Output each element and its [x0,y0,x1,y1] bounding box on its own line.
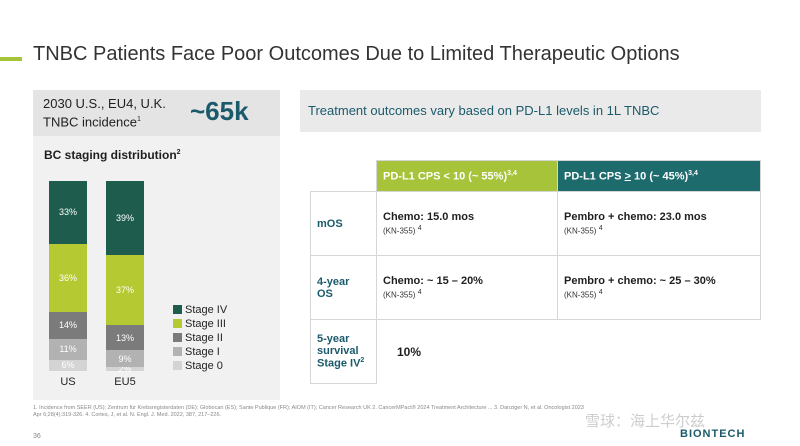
legend-label: Stage I [185,346,220,358]
category-label: EU5 [114,376,136,388]
legend-swatch [173,347,182,356]
cell-5yr-value: 10% [376,319,761,384]
row-label-4yr-os: 4-year OS [310,255,377,320]
legend-item: Stage 0 [173,360,223,372]
legend-label: Stage 0 [185,360,223,372]
bar-us-stage-iv [49,181,87,244]
header-cps-low: PD-L1 CPS < 10 (~ 55%)3,4 [375,160,559,192]
table-row: 4-year OS Chemo: ~ 15 – 20% (KN-355) 4 Pem… [310,255,761,320]
table-row: 5-year survival Stage IV2 10% [310,319,761,384]
row-label-mos: mOS [310,191,377,256]
bar-label: 14% [58,320,77,331]
cell-4yr-pembro: Pembro + chemo: ~ 25 – 30% (KN-355) 4 [557,255,761,320]
legend-item: Stage IV [173,304,227,316]
legend-label: Stage II [185,332,223,344]
incidence-label: 2030 U.S., EU4, U.K. TNBC incidence1 [43,96,166,130]
outcomes-table: PD-L1 CPS < 10 (~ 55%)3,4 PD-L1 CPS > 10… [310,160,761,384]
cell-4yr-chemo: Chemo: ~ 15 – 20% (KN-355) 4 [375,255,559,320]
legend-item: Stage II [173,332,223,344]
bar-label: 36% [58,272,77,283]
incidence-value: ~65k [190,96,249,126]
bar-label: 9% [118,353,132,364]
bar-label: 13% [115,332,134,343]
bar-eu5-stage-iii [106,255,144,326]
header-cps-high: PD-L1 CPS > 10 (~ 45%)3,4 [557,160,761,192]
table-header-row: PD-L1 CPS < 10 (~ 55%)3,4 PD-L1 CPS > 10… [310,160,761,192]
row-label-5yr-survival: 5-year survival Stage IV2 [310,319,377,384]
right-header: Treatment outcomes vary based on PD-L1 l… [300,90,761,132]
page-title: TNBC Patients Face Poor Outcomes Due to … [33,43,680,65]
bar-label: 2% [118,364,132,375]
bar-eu5-stage-ii [106,325,144,351]
bar-us-stage-ii [49,312,87,339]
bar-label: 11% [59,344,77,355]
header-empty-cell [310,160,377,192]
legend-item: Stage III [173,318,226,330]
legend-swatch [173,333,182,342]
right-header-text: Treatment outcomes vary based on PD-L1 l… [308,103,660,118]
footnote: 1. Incidence from SEER (US); Zentrum für… [33,405,584,418]
bar-label: 37% [115,285,134,296]
table-row: mOS Chemo: 15.0 mos (KN-355) 4 Pembro + c… [310,191,761,256]
bar-eu5-stage-i [106,350,144,368]
bar-label: 39% [115,213,134,224]
legend-swatch [173,305,182,314]
bar-us-stage-i [49,338,87,360]
legend-swatch [173,361,182,370]
biontech-logo: BIONTECH [680,428,746,440]
accent-bar [0,57,22,61]
legend-label: Stage III [185,318,226,330]
legend-swatch [173,319,182,328]
legend-item: Stage I [173,346,220,358]
category-label: US [60,376,76,388]
cell-mos-chemo: Chemo: 15.0 mos (KN-355) 4 [375,191,559,256]
incidence-box: 2030 U.S., EU4, U.K. TNBC incidence1 ~65… [33,90,280,136]
bar-us-stage-iii [49,243,87,313]
bar-label: 33% [58,207,77,218]
bar-eu5-stage-0 [106,367,144,371]
bar-eu5-stage-iv [106,181,144,256]
cell-mos-pembro: Pembro + chemo: 23.0 mos (KN-355) 4 [557,191,761,256]
watermark: 雪球：海上华尔兹 [585,413,706,430]
page-number: 36 [33,433,41,440]
bar-label: 6% [61,360,75,371]
staging-title: BC staging distribution2 [44,148,181,162]
legend-label: Stage IV [185,304,228,316]
bar-us-stage-0 [49,359,87,371]
